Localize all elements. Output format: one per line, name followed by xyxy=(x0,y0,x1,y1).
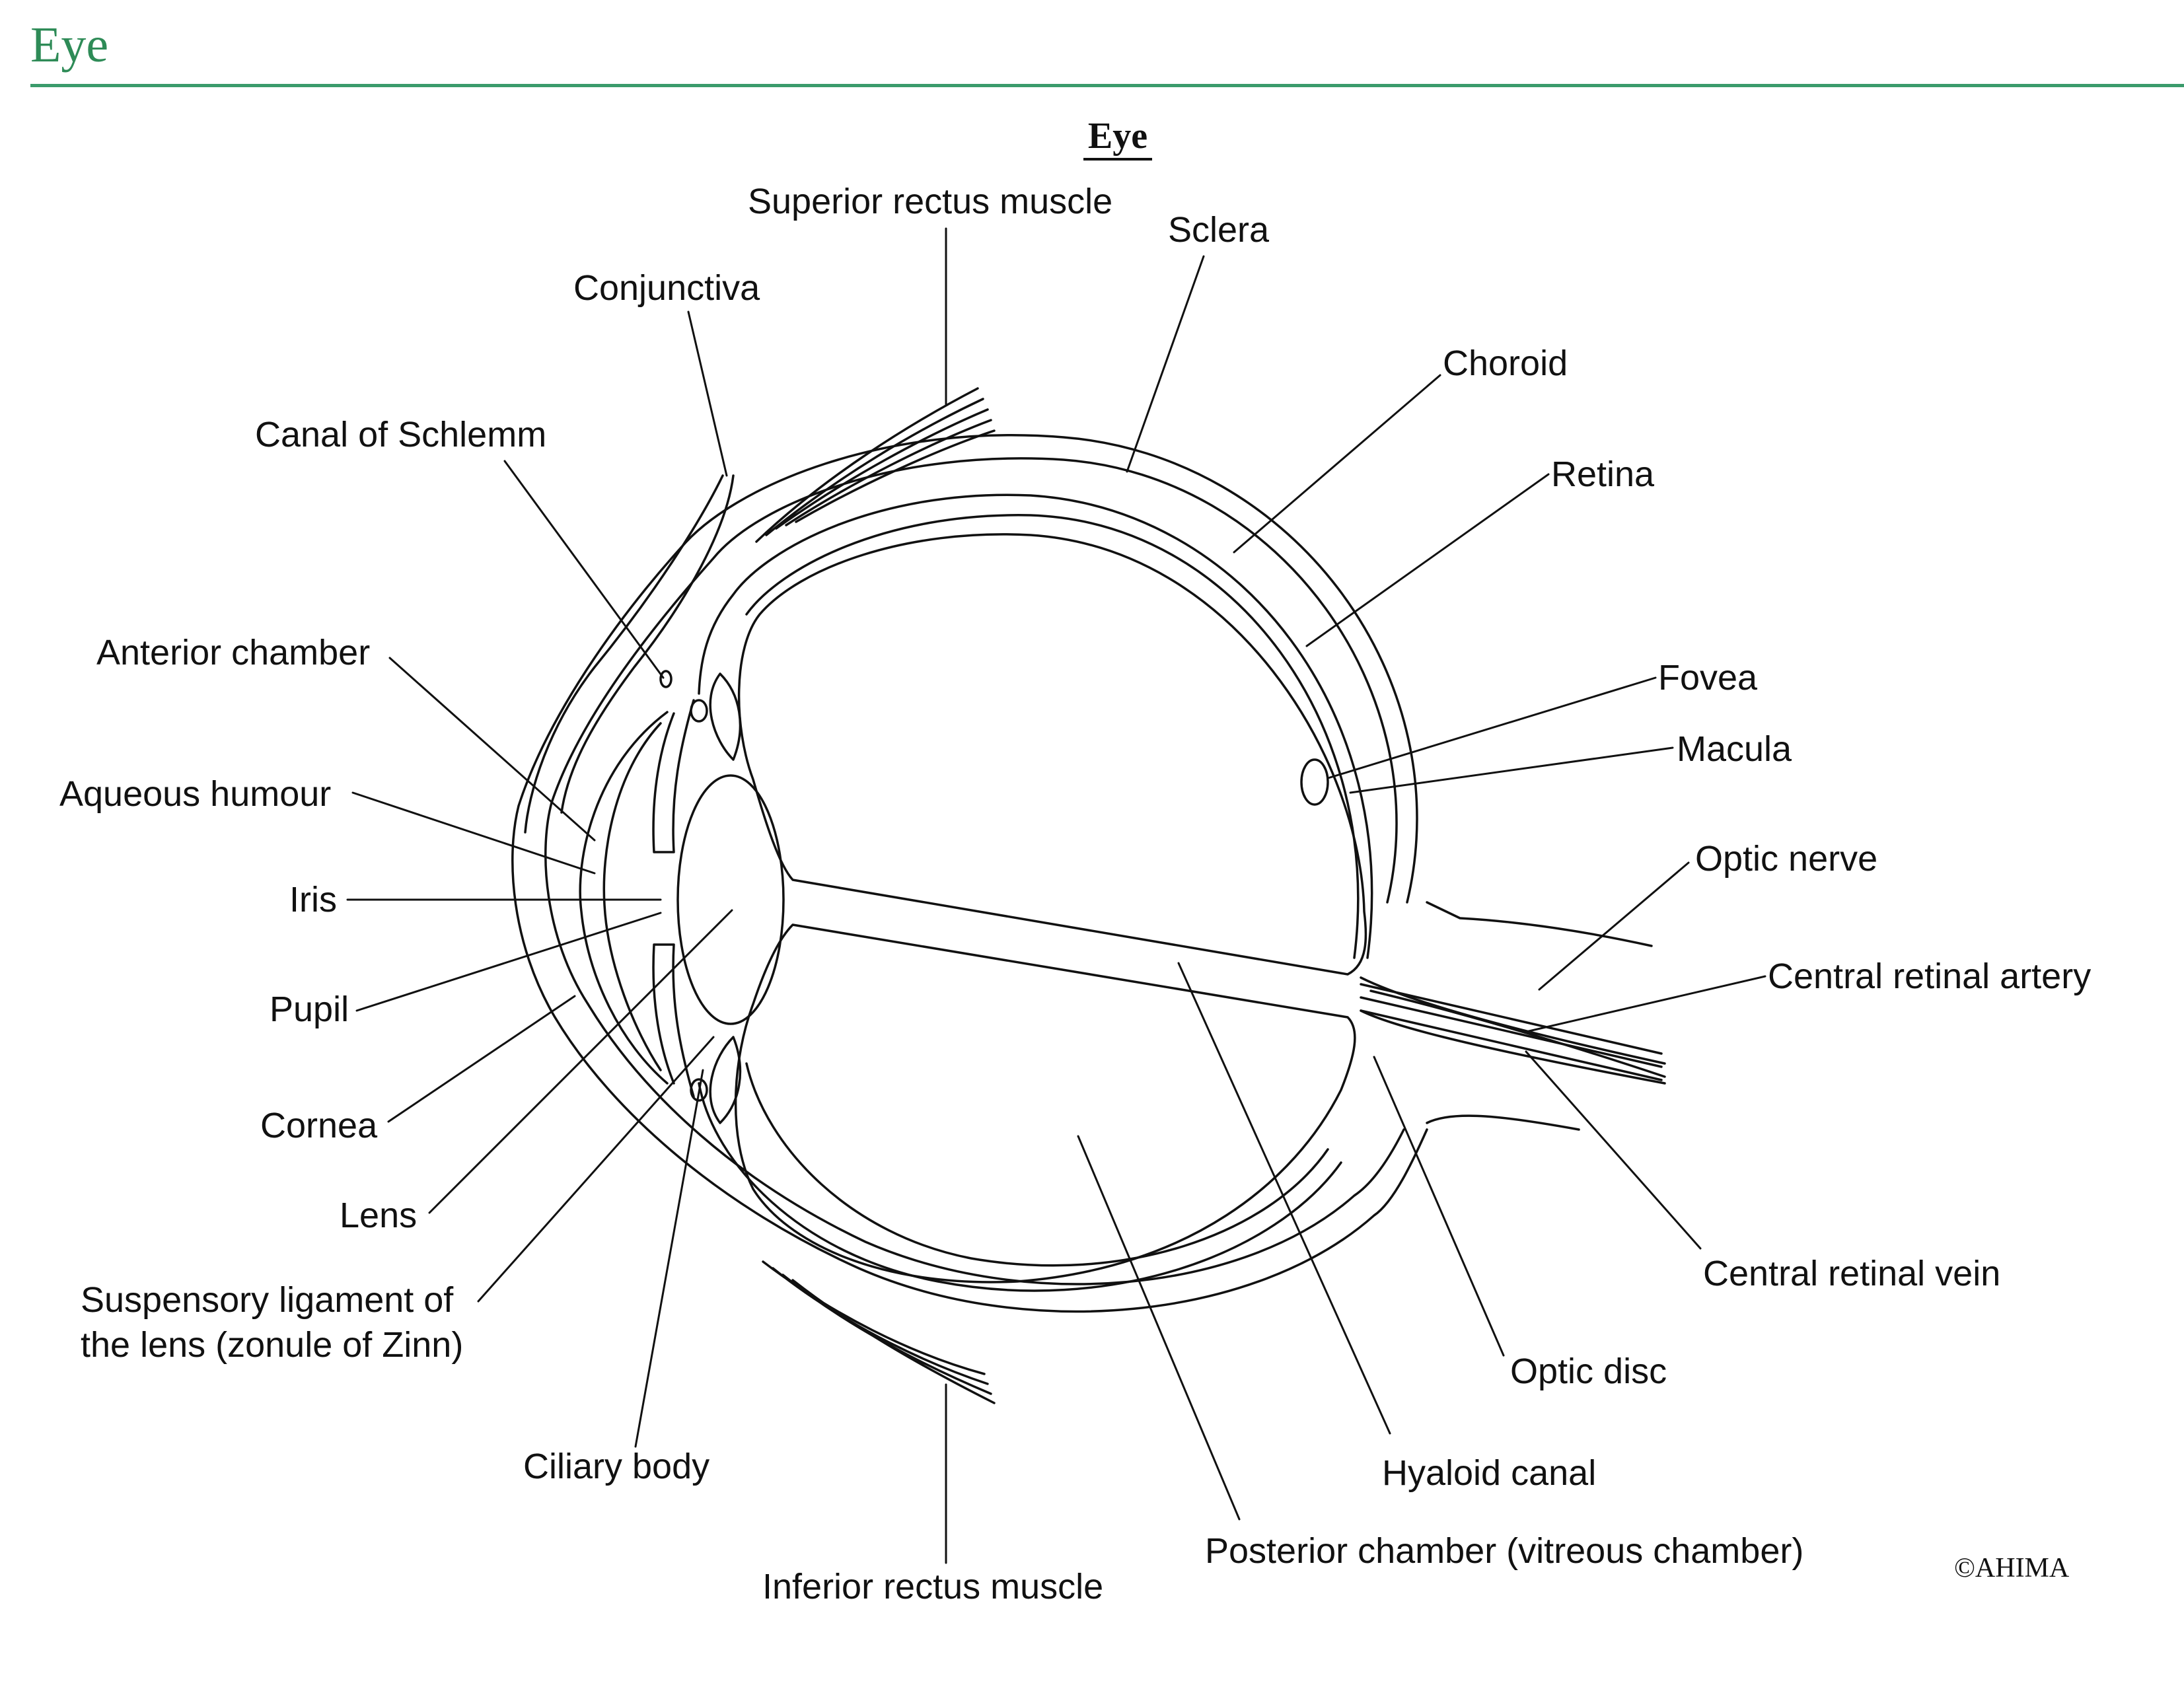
leader-posterior-chamber xyxy=(1078,1136,1239,1519)
label-conjunctiva: Conjunctiva xyxy=(573,268,760,308)
label-ciliary-body: Ciliary body xyxy=(523,1447,710,1486)
leader-optic-disc xyxy=(1374,1057,1504,1355)
label-macula: Macula xyxy=(1677,729,1792,769)
leader-central-artery xyxy=(1526,976,1765,1032)
canal-upper xyxy=(691,700,707,721)
label-aqueous-humour: Aqueous humour xyxy=(59,774,331,814)
label-fovea: Fovea xyxy=(1658,658,1758,698)
label-posterior-chamber: Posterior chamber (vitreous chamber) xyxy=(1205,1531,1803,1571)
label-inferior-rectus-muscle: Inferior rectus muscle xyxy=(762,1567,1103,1606)
label-suspensory-ligament-line2: the lens (zonule of Zinn) xyxy=(81,1325,463,1365)
leader-pupil xyxy=(357,913,661,1011)
sclera-inner xyxy=(546,458,1404,1284)
label-superior-rectus-muscle: Superior rectus muscle xyxy=(748,182,1112,221)
leader-hyaloid xyxy=(1179,963,1390,1433)
optic-nerve-sheath xyxy=(1361,902,1665,1130)
leader-lens xyxy=(429,910,732,1213)
vitreous-lower xyxy=(736,925,1355,1282)
leader-central-vein xyxy=(1526,1052,1700,1248)
label-lens: Lens xyxy=(340,1196,417,1235)
label-optic-nerve: Optic nerve xyxy=(1695,839,1877,879)
fovea-shape xyxy=(1301,760,1328,805)
leader-fovea xyxy=(1328,678,1656,778)
label-suspensory-ligament-line1: Suspensory ligament of xyxy=(81,1280,454,1320)
label-canal-of-schlemm: Canal of Schlemm xyxy=(255,415,546,454)
leader-suspensory xyxy=(478,1037,713,1301)
ciliary-upper xyxy=(710,674,740,760)
label-pupil: Pupil xyxy=(270,990,349,1029)
lens-shape xyxy=(678,775,783,1024)
vitreous-upper xyxy=(739,534,1366,974)
leader-aqueous xyxy=(353,793,595,873)
copyright-notice: ©AHIMA xyxy=(1954,1552,2069,1584)
label-optic-disc: Optic disc xyxy=(1510,1351,1667,1391)
choroid-layer xyxy=(699,495,1372,1291)
conjunctiva-fold xyxy=(525,476,733,832)
anatomy-labels: Superior rectus muscle Sclera Conjunctiv… xyxy=(59,182,2091,1606)
cornea-outer xyxy=(580,712,667,1083)
leader-choroid xyxy=(1234,375,1440,552)
leader-retina xyxy=(1307,474,1548,646)
label-hyaloid-canal: Hyaloid canal xyxy=(1382,1453,1596,1493)
leader-conjunctiva xyxy=(688,312,727,476)
label-choroid: Choroid xyxy=(1443,343,1568,383)
eye-anatomy-drawing xyxy=(513,388,1665,1403)
label-sclera: Sclera xyxy=(1168,210,1270,250)
label-anterior-chamber: Anterior chamber xyxy=(96,633,370,672)
leader-anterior-chamber xyxy=(390,658,595,840)
inferior-rectus-fibres xyxy=(763,1262,994,1403)
canal-schlemm-shape xyxy=(661,671,671,687)
label-central-retinal-artery: Central retinal artery xyxy=(1768,956,2091,996)
leader-macula xyxy=(1350,748,1673,793)
leader-canal xyxy=(505,461,663,678)
leader-optic-nerve xyxy=(1539,863,1689,990)
leader-sclera xyxy=(1127,256,1204,472)
label-retina: Retina xyxy=(1551,454,1655,494)
leader-cornea xyxy=(388,996,575,1122)
retina-layer xyxy=(746,515,1358,1266)
label-central-retinal-vein: Central retinal vein xyxy=(1703,1254,2000,1293)
label-cornea: Cornea xyxy=(260,1106,378,1145)
label-iris: Iris xyxy=(289,880,337,919)
